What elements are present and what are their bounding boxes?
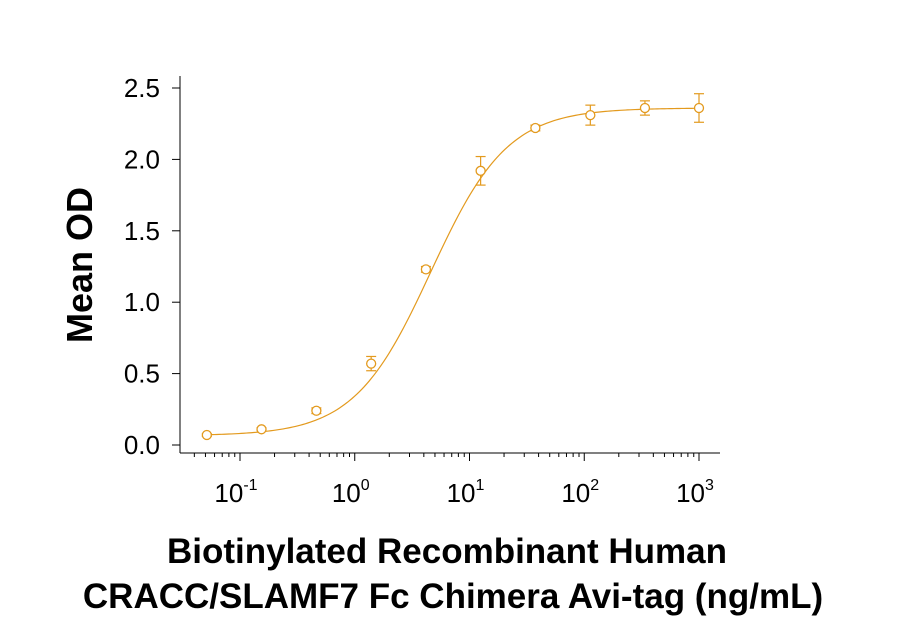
data-marker xyxy=(530,122,541,134)
data-marker xyxy=(639,102,651,114)
fit-curve-layer xyxy=(206,107,700,436)
data-point xyxy=(256,424,267,435)
data-marker xyxy=(475,165,486,176)
data-point xyxy=(639,100,651,116)
data-point xyxy=(420,264,432,275)
y-axis: 0.0 0.5 1.0 1.5 2.0 2.5 xyxy=(124,73,181,460)
y-tick-label: 0.0 xyxy=(124,430,160,460)
data-marker xyxy=(201,429,212,441)
y-tick-label: 0.5 xyxy=(124,359,160,389)
y-tick-label: 2.5 xyxy=(124,73,160,103)
x-axis-label-line-2: CRACC/SLAMF7 Fc Chimera Avi-tag (ng/mL) xyxy=(83,577,823,616)
y-tick-label: 1.0 xyxy=(124,287,160,317)
data-marker xyxy=(366,358,377,369)
data-marker xyxy=(693,102,705,114)
data-point xyxy=(693,93,705,123)
x-ticks: 10-1 100 101 102 103 xyxy=(193,453,714,508)
x-tick-label: 10-1 xyxy=(214,477,257,508)
x-tick-label: 100 xyxy=(332,477,370,508)
data-points-layer xyxy=(201,93,705,441)
x-axis-label-line-1: Biotinylated Recombinant Human xyxy=(167,532,727,571)
data-point xyxy=(475,155,486,186)
x-axis: 10-1 100 101 102 103 xyxy=(180,452,720,508)
y-tick-label: 2.0 xyxy=(124,144,160,174)
data-marker xyxy=(256,424,267,435)
data-point xyxy=(585,104,596,126)
x-tick-label: 102 xyxy=(561,477,599,508)
y-tick-label: 1.5 xyxy=(124,216,160,246)
y-ticks: 0.0 0.5 1.0 1.5 2.0 2.5 xyxy=(124,73,180,460)
data-marker xyxy=(585,109,596,121)
data-point xyxy=(366,355,377,372)
data-marker xyxy=(311,405,322,416)
data-point xyxy=(530,122,541,134)
x-tick-label: 101 xyxy=(447,477,485,508)
y-axis-label: Mean OD xyxy=(59,187,100,343)
data-point xyxy=(201,429,212,441)
data-point xyxy=(311,405,322,416)
fit-curve xyxy=(206,107,700,436)
data-marker xyxy=(420,264,432,275)
x-tick-label: 103 xyxy=(676,477,714,508)
